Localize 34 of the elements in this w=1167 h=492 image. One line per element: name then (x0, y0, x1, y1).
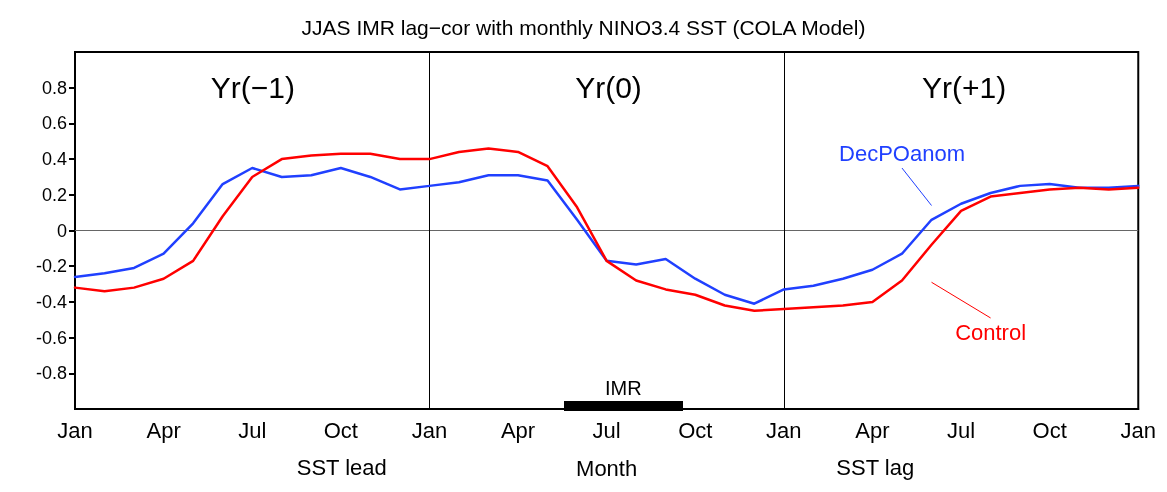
x-tick-label: Jan (1120, 417, 1157, 443)
x-tick-label: Apr (500, 417, 536, 443)
text: SST lag (836, 454, 915, 480)
y-tick-label: 0.2 (41, 184, 67, 205)
x-tick-label: Jul (592, 417, 621, 443)
legend-label: Control (955, 319, 1027, 345)
series-label: DecPOanom (839, 141, 965, 167)
x-tick-label: Jan (766, 417, 802, 443)
y-tick-label: 0.8 (41, 77, 67, 98)
line-series (73, 166, 1140, 305)
line-series (73, 147, 1140, 313)
y-tick-label: 0.4 (41, 149, 67, 170)
x-tick-label: Apr (855, 417, 890, 443)
x-tick-label: Jan (411, 417, 448, 443)
x-tick-label: Oct (678, 417, 713, 443)
annotation: Yr(−1) (210, 70, 295, 104)
x-axis-title: Month (576, 455, 638, 481)
chart-title: JJAS IMR lag−cor with monthly NINO3.4 SST (COLA Model) (301, 16, 866, 39)
x-tick-label: Jan (57, 417, 93, 443)
x-tick-label: Oct (323, 417, 358, 443)
y-tick-label: -0.4 (35, 291, 67, 312)
y-tick-label: 0 (56, 220, 67, 241)
y-tick-label: -0.8 (35, 363, 67, 384)
text: SST lead (296, 454, 387, 480)
annotation: Yr(0) (575, 70, 642, 104)
x-tick-label: Jul (238, 417, 267, 443)
x-tick-label: Jul (946, 417, 976, 443)
x-tick-label: Oct (1032, 417, 1067, 443)
y-tick-label: 0.6 (41, 113, 67, 134)
y-tick-label: -0.2 (35, 256, 67, 277)
annotation: IMR (604, 377, 642, 399)
annotation: Yr(+1) (922, 70, 1007, 104)
y-tick-label: -0.6 (35, 327, 67, 348)
x-tick-label: Apr (146, 417, 181, 443)
